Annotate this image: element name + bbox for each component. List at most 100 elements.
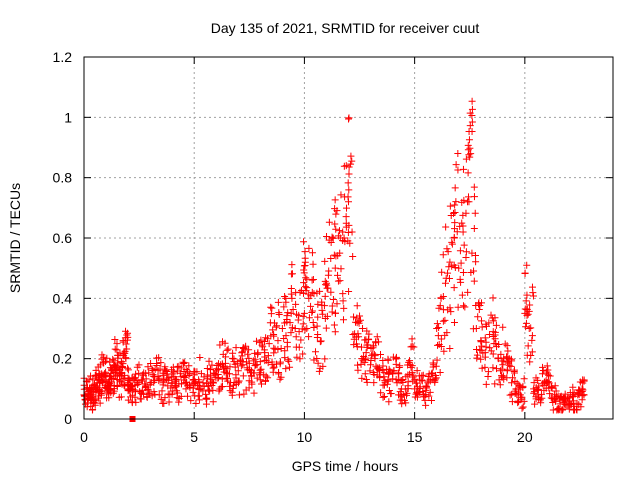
data-point <box>131 386 139 394</box>
data-point <box>349 252 357 260</box>
data-point <box>446 258 454 266</box>
data-point <box>487 347 495 355</box>
data-point <box>419 388 427 396</box>
data-point <box>446 345 454 353</box>
data-point <box>195 386 203 394</box>
data-point <box>552 397 560 405</box>
data-point <box>293 310 301 318</box>
data-point <box>301 326 309 334</box>
data-point <box>296 288 304 296</box>
data-point <box>354 330 362 338</box>
data-point <box>497 350 505 358</box>
data-point <box>489 294 497 302</box>
peak-point <box>466 144 474 152</box>
data-point <box>360 353 368 361</box>
peak-point <box>468 118 476 126</box>
data-point <box>446 304 454 312</box>
data-point <box>580 391 588 399</box>
data-point <box>85 376 93 384</box>
data-point <box>425 392 433 400</box>
data-point <box>159 371 167 379</box>
data-point <box>288 261 296 269</box>
data-point <box>274 345 282 353</box>
peak-point <box>468 97 476 105</box>
data-point <box>431 375 439 383</box>
data-point <box>191 368 199 376</box>
data-point <box>408 342 416 350</box>
data-point <box>441 316 449 324</box>
data-point <box>546 390 554 398</box>
data-point <box>384 356 392 364</box>
data-point <box>177 380 185 388</box>
data-point <box>385 365 393 373</box>
data-point <box>192 399 200 407</box>
data-point <box>462 209 470 217</box>
data-point <box>451 264 459 272</box>
data-point <box>553 393 561 401</box>
data-point <box>537 390 545 398</box>
data-point <box>496 381 504 389</box>
data-point <box>135 369 143 377</box>
data-point <box>122 355 130 363</box>
data-point <box>283 312 291 320</box>
data-point <box>119 375 127 383</box>
data-point <box>530 388 538 396</box>
data-point <box>505 361 513 369</box>
data-point <box>308 308 316 316</box>
data-point <box>232 374 240 382</box>
data-point <box>445 263 453 271</box>
data-point <box>186 369 194 377</box>
data-point <box>415 372 423 380</box>
data-point <box>182 385 190 393</box>
data-point <box>345 114 353 122</box>
y-tick-label: 0.8 <box>53 170 73 186</box>
data-point <box>473 345 481 353</box>
data-point <box>454 149 462 157</box>
data-point <box>468 249 476 257</box>
data-point <box>459 269 467 277</box>
data-point <box>530 389 538 397</box>
data-point <box>287 309 295 317</box>
data-point <box>355 318 363 326</box>
data-point <box>331 264 339 272</box>
data-point <box>245 346 253 354</box>
data-point <box>313 355 321 363</box>
y-tick-label: 0 <box>64 411 72 427</box>
data-point <box>282 298 290 306</box>
data-point <box>205 357 213 365</box>
data-point <box>559 406 567 414</box>
data-point <box>308 307 316 315</box>
data-point <box>410 343 418 351</box>
data-point <box>350 341 358 349</box>
data-point <box>345 287 353 295</box>
data-point <box>309 318 317 326</box>
data-point <box>331 309 339 317</box>
data-point <box>375 338 383 346</box>
data-point <box>423 383 431 391</box>
data-point <box>323 232 331 240</box>
data-point <box>492 340 500 348</box>
peak-point <box>300 269 308 277</box>
data-point <box>356 316 364 324</box>
data-point <box>327 288 335 296</box>
data-point <box>522 323 530 331</box>
data-point <box>262 372 270 380</box>
peak-point <box>300 279 308 287</box>
data-point <box>230 355 238 363</box>
data-point <box>462 253 470 261</box>
data-point <box>96 399 104 407</box>
data-point <box>307 302 315 310</box>
data-point <box>316 287 324 295</box>
data-point <box>328 308 336 316</box>
data-point <box>235 391 243 399</box>
data-point <box>477 355 485 363</box>
data-point <box>385 387 393 395</box>
data-point <box>527 324 535 332</box>
data-point <box>392 353 400 361</box>
data-point <box>311 348 319 356</box>
data-point <box>301 283 309 291</box>
data-point <box>354 366 362 374</box>
data-point <box>355 333 363 341</box>
data-point <box>158 387 166 395</box>
data-point <box>270 332 278 340</box>
